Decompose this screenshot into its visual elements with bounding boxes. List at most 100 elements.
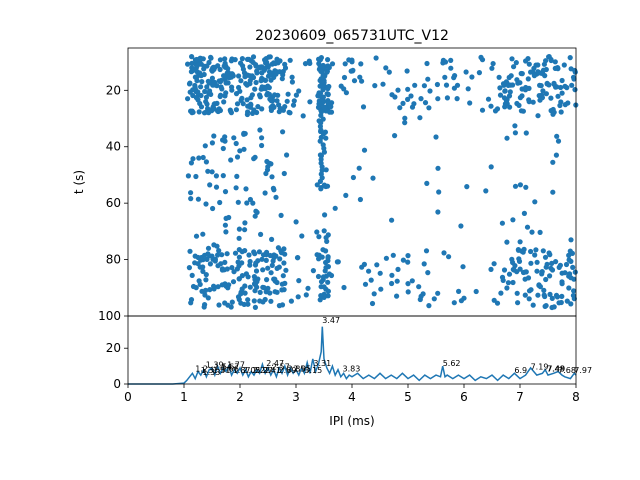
hist-peak-label: 1.33	[203, 368, 221, 377]
scatter-point	[209, 68, 215, 74]
scatter-point	[203, 201, 209, 207]
scatter-point	[321, 105, 327, 111]
scatter-point	[360, 104, 367, 110]
scatter-point	[546, 82, 552, 88]
scatter-point	[448, 65, 454, 71]
hist-x-tick-label: 1	[180, 390, 188, 404]
scatter-point	[240, 101, 246, 107]
scatter-point	[236, 235, 242, 241]
chart-title: 20230609_065731UTC_V12	[255, 28, 449, 44]
scatter-point	[260, 267, 266, 273]
scatter-point	[264, 92, 270, 98]
scatter-point	[195, 97, 201, 103]
scatter-point	[203, 277, 209, 283]
scatter-point	[357, 196, 363, 203]
hist-peak-label: 1.54	[214, 363, 232, 372]
scatter-point	[215, 252, 221, 258]
scatter-point	[242, 220, 248, 226]
scatter-point	[314, 229, 320, 235]
scatter-point	[217, 93, 223, 100]
scatter-point	[267, 96, 273, 102]
hist-x-tick-label: 2	[236, 390, 244, 404]
scatter-point	[194, 56, 200, 63]
hist-peak-label: 1.77	[227, 361, 245, 370]
scatter-point	[247, 284, 253, 290]
scatter-point	[549, 295, 555, 301]
scatter-point	[361, 261, 367, 267]
scatter-point	[523, 269, 529, 275]
scatter-point	[446, 254, 452, 260]
scatter-point	[211, 106, 217, 112]
scatter-point	[317, 90, 324, 96]
scatter-point	[431, 296, 437, 302]
scatter-point	[409, 278, 415, 284]
scatter-point	[236, 254, 242, 260]
scatter-point	[371, 291, 377, 297]
scatter-point	[198, 61, 204, 67]
scatter-point	[280, 273, 286, 279]
scatter-point	[494, 106, 501, 112]
scatter-point	[412, 82, 418, 88]
scatter-point	[395, 87, 401, 93]
scatter-point	[268, 298, 274, 304]
scatter-point	[240, 66, 246, 72]
scatter-point	[479, 107, 486, 113]
scatter-point	[416, 284, 422, 290]
scatter-point	[521, 210, 528, 216]
scatter-point	[405, 289, 411, 295]
scatter-y-tick-label: 100	[98, 309, 121, 323]
scatter-point	[405, 96, 411, 102]
scatter-point	[250, 54, 257, 60]
scatter-point	[253, 62, 259, 68]
scatter-point	[526, 296, 532, 302]
scatter-point	[321, 182, 327, 188]
scatter-point	[518, 108, 525, 114]
scatter-point	[220, 137, 226, 143]
scatter-point	[259, 106, 265, 112]
scatter-point	[192, 253, 198, 259]
scatter-point	[215, 284, 221, 290]
scatter-point	[237, 148, 243, 154]
scatter-point	[326, 271, 332, 277]
scatter-point	[496, 74, 502, 80]
scatter-point	[528, 69, 534, 75]
scatter-point	[253, 79, 259, 86]
scatter-point	[234, 154, 241, 160]
scatter-point	[271, 60, 277, 66]
scatter-point	[555, 93, 561, 99]
scatter-point	[275, 92, 281, 98]
scatter-point	[258, 231, 264, 237]
scatter-point	[485, 96, 492, 102]
scatter-point	[549, 267, 556, 273]
scatter-point	[562, 270, 568, 276]
scatter-point	[274, 265, 280, 271]
scatter-point	[377, 270, 383, 276]
scatter-point	[558, 109, 564, 115]
scatter-point	[567, 55, 573, 61]
scatter-point	[426, 105, 432, 111]
scatter-point	[547, 252, 553, 258]
scatter-point	[280, 129, 286, 135]
scatter-point	[523, 184, 529, 190]
scatter-point	[272, 289, 278, 295]
scatter-point	[202, 88, 208, 95]
scatter-point	[285, 91, 291, 97]
scatter-point	[201, 304, 207, 310]
scatter-point	[473, 288, 479, 295]
scatter-point	[262, 65, 268, 71]
scatter-point	[233, 107, 239, 113]
scatter-point	[233, 140, 239, 147]
scatter-point	[559, 293, 565, 299]
scatter-point	[425, 270, 431, 276]
scatter-point	[188, 196, 194, 202]
scatter-point	[513, 60, 519, 66]
scatter-point	[568, 301, 574, 307]
scatter-point	[216, 302, 222, 308]
scatter-point	[488, 266, 494, 272]
scatter-point	[222, 189, 229, 195]
scatter-point	[444, 95, 450, 101]
scatter-point	[226, 214, 232, 221]
scatter-point	[236, 247, 242, 253]
scatter-point	[234, 101, 241, 107]
